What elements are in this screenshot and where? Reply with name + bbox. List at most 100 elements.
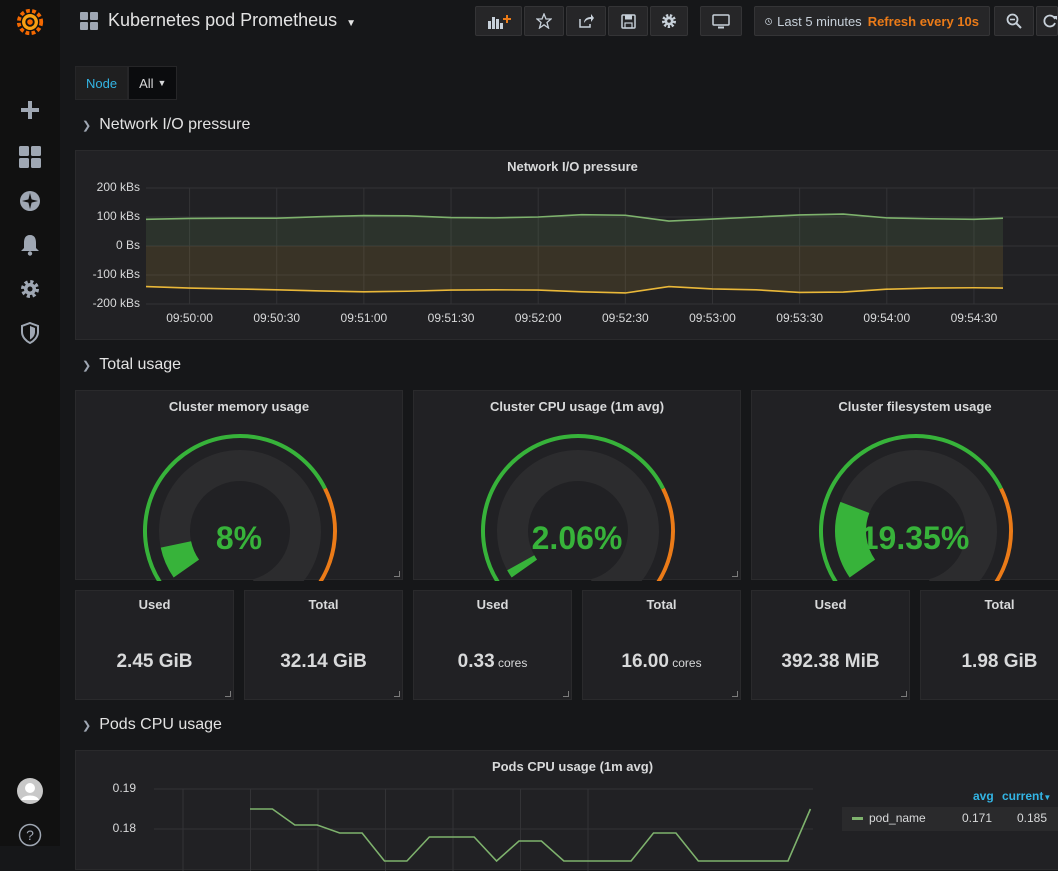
memory-gauge-panel[interactable]: Cluster memory usage 8% [75,390,403,581]
star-icon [536,13,552,29]
x-tick-label: 09:51:30 [427,311,475,325]
stat-number: 0.33 [457,651,495,672]
x-tick-label: 09:54:30 [950,311,998,325]
legend-avg-header[interactable]: avg [973,789,994,803]
y-tick-label: 0.19 [112,781,136,795]
x-tick-label: 09:51:00 [340,311,388,325]
threshold-band-ok [143,434,327,581]
panel-title: Network I/O pressure [507,159,638,174]
panel-title: Cluster CPU usage (1m avg) [489,399,665,414]
row-network-io-title: Network I/O pressure [99,116,251,133]
panel-title: Pods CPU usage (1m avg) [491,759,654,774]
save-button[interactable] [608,6,648,36]
share-button[interactable] [566,6,606,36]
add-panel-icon [487,15,511,29]
dashboard-title-button[interactable]: Kubernetes pod Prometheus ▼ [108,10,356,31]
resize-handle-icon[interactable] [563,691,569,697]
monitor-icon [712,13,730,28]
gauge-track [835,450,997,581]
legend-series[interactable]: pod_name [852,811,926,825]
tv-mode-button[interactable] [700,6,742,36]
y-tick-label: -100 kBs [92,267,140,281]
star-button[interactable] [524,6,564,36]
series-area-0 [146,214,1003,246]
add-panel-button[interactable] [475,6,522,36]
explore-icon[interactable] [15,186,45,216]
resize-handle-icon[interactable] [394,571,400,577]
gauge-value-fill [160,541,200,578]
configuration-icon[interactable] [15,274,45,304]
stat-value: 1.98 GiB [921,651,1058,673]
threshold-band-warn [994,487,1013,581]
row-network-io[interactable]: ❯ Network I/O pressure [82,116,250,134]
chevron-down-icon: ❯ [82,719,92,732]
refresh-interval-label: Refresh every 10s [867,13,979,29]
caret-down-icon: ▼ [346,18,357,29]
clock-icon [765,17,772,25]
gauge-value: 2.06% [531,520,623,556]
filesystem-gauge-panel[interactable]: Cluster filesystem usage 19.35% [751,390,1058,581]
legend-current-header[interactable]: current▼ [1002,789,1051,803]
resize-handle-icon[interactable] [394,691,400,697]
stat-value: 2.45 GiB [76,651,233,673]
refresh-button[interactable] [1036,6,1058,36]
legend-avg-value: 0.171 [962,811,993,825]
time-picker-button[interactable]: Last 5 minutes Refresh every 10s [754,6,990,36]
create-icon[interactable] [15,95,45,125]
node-variable-select[interactable]: All ▼ [128,66,178,100]
refresh-icon [1043,14,1057,28]
stat-title: Total [646,597,677,612]
panel-title: Cluster filesystem usage [838,399,992,414]
stat-number: 1.98 GiB [961,651,1038,672]
node-variable-value: All [139,75,154,91]
user-avatar[interactable] [15,776,45,806]
filesystem-used-stat[interactable]: Used 392.38 MiB [751,590,910,700]
row-pods-cpu[interactable]: ❯ Pods CPU usage [82,716,222,734]
alerting-icon[interactable] [15,230,45,260]
row-pods-cpu-title: Pods CPU usage [99,716,222,733]
memory-used-stat[interactable]: Used 2.45 GiB [75,590,234,700]
share-icon [579,14,594,28]
cpu-gauge-panel[interactable]: Cluster CPU usage (1m avg) 2.06% [413,390,741,581]
x-tick-label: 09:54:00 [863,311,911,325]
resize-handle-icon[interactable] [732,571,738,577]
gauge-track [159,450,321,581]
legend-current-label: current [1002,789,1044,803]
x-tick-label: 09:50:30 [253,311,301,325]
series-color-swatch [852,817,863,821]
filesystem-total-stat[interactable]: Total 1.98 GiB [920,590,1058,700]
settings-button[interactable] [650,6,688,36]
stat-value: 16.00 cores [583,651,740,673]
stat-title: Used [476,597,509,612]
zoom-out-button[interactable] [994,6,1034,36]
network-io-panel[interactable]: Network I/O pressure 200 kBs 100 kBs 0 Bs -… [75,150,1058,340]
series-line-pod_name [250,808,812,863]
threshold-band-ok [481,434,665,581]
stat-unit: cores [494,656,528,670]
caret-down-icon: ▼ [157,78,167,88]
server-admin-icon[interactable] [15,318,45,348]
pods-cpu-panel[interactable]: Pods CPU usage (1m avg) avg current▼ pod… [75,750,1058,871]
memory-gauge [143,434,337,581]
memory-total-stat[interactable]: Total 32.14 GiB [244,590,403,700]
cpu-used-stat[interactable]: Used 0.33 cores [413,590,572,700]
navbar: Kubernetes pod Prometheus ▼ Last 5 minut… [60,0,1058,46]
x-tick-label: 09:53:30 [776,311,823,325]
caret-down-icon: ▼ [1043,793,1052,802]
resize-handle-icon[interactable] [225,691,231,697]
stat-title: Used [138,597,171,612]
legend-row-bg [842,807,1058,831]
panel-title: Cluster memory usage [168,399,310,414]
dashboard-grid-icon [80,12,98,35]
side-menu: ? [0,0,60,847]
grafana-logo-icon[interactable] [15,7,45,37]
resize-handle-icon[interactable] [732,691,738,697]
resize-handle-icon[interactable] [901,691,907,697]
gear-icon [662,14,676,28]
cpu-total-stat[interactable]: Total 16.00 cores [582,590,741,700]
row-total-usage[interactable]: ❯ Total usage [82,356,181,374]
legend-current-value: 0.185 [1017,811,1048,825]
x-tick-label: 09:53:00 [689,311,736,325]
stat-number: 2.45 GiB [116,651,193,672]
dashboards-icon[interactable] [15,142,45,172]
